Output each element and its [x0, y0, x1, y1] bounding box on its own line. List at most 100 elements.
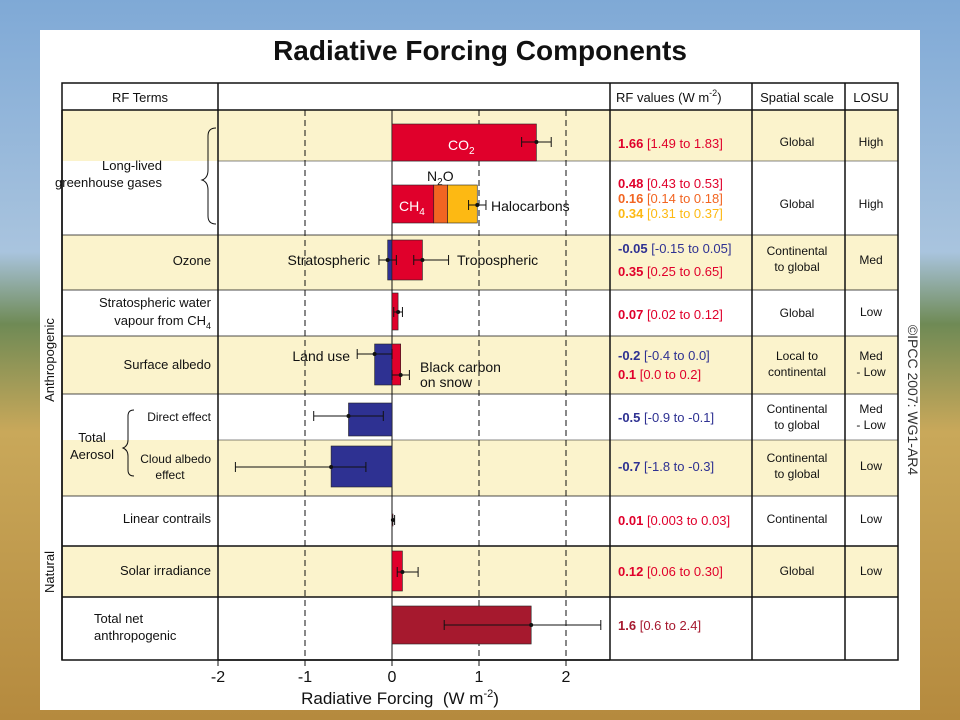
- bar-halocarbons: [447, 184, 478, 224]
- row-label-long-lived: Long-lived: [102, 158, 162, 173]
- bar-ch4: [391, 184, 435, 224]
- losu-co2-0: High: [859, 135, 884, 149]
- value-ch4-range: [0.43 to 0.53]: [647, 176, 723, 191]
- row-label-anthropogenic: anthropogenic: [94, 628, 177, 643]
- row-label-total: Total: [78, 430, 106, 445]
- row-band-8: [62, 546, 898, 597]
- value-black-carbon: 0.1 [0.0 to 0.2]: [618, 367, 701, 382]
- error-bar-total-net-anthropogenic: [443, 620, 602, 630]
- value-cloud-albedo-range: [-1.8 to -0.3]: [644, 459, 714, 474]
- side-label-anthropogenic: Anthropogenic: [42, 318, 57, 402]
- bar-label-n2o: N2O: [427, 168, 454, 188]
- value-trop-ozone-range: [0.25 to 0.65]: [647, 264, 723, 279]
- value-contrails-range: [0.003 to 0.03]: [647, 513, 730, 528]
- row-label-direct-effect: Direct effect: [147, 410, 211, 424]
- x-tick-label-2: 0: [388, 669, 397, 686]
- value-strat-water: 0.07 [0.02 to 0.12]: [618, 307, 723, 322]
- value-strat-ozone-best: -0.05: [618, 241, 648, 256]
- error-bar-land-use-point: [372, 352, 377, 356]
- losu-strat-water-0: Low: [860, 305, 882, 319]
- losu-albedo-1: - Low: [856, 365, 886, 379]
- error-bar-solar-irradiance-point: [400, 570, 405, 574]
- copyright-label: ©IPCC 2007: WG1-AR4: [905, 325, 920, 476]
- value-strat-ozone-range: [-0.15 to 0.05]: [651, 241, 731, 256]
- losu-direct-0: Med: [859, 402, 882, 416]
- side-label-natural: Natural: [42, 551, 57, 593]
- value-trop-ozone: 0.35 [0.25 to 0.65]: [618, 264, 723, 279]
- value-halocarbons: 0.34 [0.31 to 0.37]: [618, 206, 723, 221]
- error-bar-stratospheric-water-vapour-from-ch4: [393, 307, 403, 317]
- spatial-contrails-0: Continental: [767, 512, 828, 526]
- value-halocarbons-best: 0.34: [618, 206, 644, 221]
- value-contrails-best: 0.01: [618, 513, 643, 528]
- x-axis-label-main: Radiative Forcing: [301, 689, 443, 708]
- error-bar-linear-contrails-point: [390, 518, 395, 522]
- row-label-solar-irradiance: Solar irradiance: [120, 563, 211, 578]
- losu-solar-0: Low: [860, 564, 882, 578]
- spatial-cloud-0: Continental: [767, 451, 828, 465]
- header-spatial-scale: Spatial scale: [760, 90, 834, 105]
- value-n2o-best: 0.16: [618, 191, 643, 206]
- error-bar-linear-contrails: [390, 515, 396, 525]
- spatial-ozone-1: to global: [774, 260, 819, 274]
- spatial-ozone-0: Continental: [767, 244, 828, 258]
- value-halocarbons-range: [0.31 to 0.37]: [647, 206, 723, 221]
- value-direct-effect-best: -0.5: [618, 410, 640, 425]
- losu-ozone-0: Med: [859, 253, 882, 267]
- value-black-carbon-range: [0.0 to 0.2]: [640, 367, 701, 382]
- header-rf-values-main: RF values (W m: [616, 90, 709, 105]
- bar-co2: [391, 123, 537, 162]
- spatial-ghg-0: Global: [780, 197, 815, 211]
- spatial-strat-water-0: Global: [780, 306, 815, 320]
- header-rf-terms: RF Terms: [112, 90, 169, 105]
- ghg-brace: [200, 127, 217, 225]
- row-label-vapour-ch4-sub: 4: [206, 321, 211, 331]
- error-bar-stratospheric-ozone-point: [385, 258, 390, 262]
- x-tick-label-1: -1: [298, 669, 312, 686]
- spatial-co2-0: Global: [780, 135, 815, 149]
- bar-label-co2-sub: 2: [469, 146, 475, 157]
- value-n2o-range: [0.14 to 0.18]: [647, 191, 723, 206]
- error-bar-black-carbon-on-snow-point: [398, 373, 403, 377]
- value-total-net: 1.6 [0.6 to 2.4]: [618, 618, 701, 633]
- value-strat-water-range: [0.02 to 0.12]: [647, 307, 723, 322]
- radiative-forcing-chart: Radiative Forcing Components Anthropogeni…: [42, 35, 920, 708]
- row-label-effect: effect: [155, 468, 185, 482]
- bar-label-black-carbon: Black carbon: [420, 359, 501, 375]
- value-strat-water-best: 0.07: [618, 307, 643, 322]
- row-label-total-net: Total net: [94, 611, 144, 626]
- spatial-cloud-1: to global: [774, 467, 819, 481]
- bar-label-halocarbons: Halocarbons: [491, 198, 570, 214]
- chart-title: Radiative Forcing Components: [273, 35, 687, 66]
- row-label-vapour-ch4-main: vapour from CH: [114, 313, 206, 328]
- row-label-linear-contrails: Linear contrails: [123, 511, 212, 526]
- figure-panel: Radiative Forcing Components Anthropogeni…: [40, 30, 920, 710]
- bar-label-n2o-main: N: [427, 168, 437, 184]
- value-total-net-best: 1.6: [618, 618, 636, 633]
- row-band-4: [62, 336, 898, 394]
- value-land-use-range: [-0.4 to 0.0]: [644, 348, 710, 363]
- error-bar-tropospheric-ozone-point: [420, 258, 425, 262]
- bar-label-ch4-main: CH: [399, 198, 419, 214]
- value-solar-range: [0.06 to 0.30]: [647, 564, 723, 579]
- bar-label-ch4: CH4: [399, 198, 425, 218]
- value-land-use: -0.2 [-0.4 to 0.0]: [618, 348, 710, 363]
- row-label-vapour-ch4: vapour from CH4: [114, 313, 211, 331]
- error-bar-direct-effect-point: [346, 414, 351, 418]
- header-rf-values-sup: -2: [709, 88, 717, 98]
- spatial-solar-0: Global: [780, 564, 815, 578]
- error-bar-stratospheric-water-vapour-from-ch4-point: [396, 310, 401, 314]
- row-band-6: [62, 440, 898, 496]
- row-label-surface-albedo: Surface albedo: [124, 357, 211, 372]
- row-label-ozone: Ozone: [173, 253, 211, 268]
- losu-contrails-0: Low: [860, 512, 882, 526]
- error-bar-tropospheric-ozone: [413, 255, 450, 265]
- bar-label-land-use: Land use: [292, 348, 350, 364]
- value-contrails: 0.01 [0.003 to 0.03]: [618, 513, 730, 528]
- value-co2-best: 1.66: [618, 136, 643, 151]
- x-axis-label-close: ): [493, 689, 499, 708]
- losu-ghg-0: High: [859, 197, 884, 211]
- row-label-cloud-albedo: Cloud albedo: [140, 452, 211, 466]
- value-land-use-best: -0.2: [618, 348, 640, 363]
- error-bar-land-use: [356, 349, 393, 359]
